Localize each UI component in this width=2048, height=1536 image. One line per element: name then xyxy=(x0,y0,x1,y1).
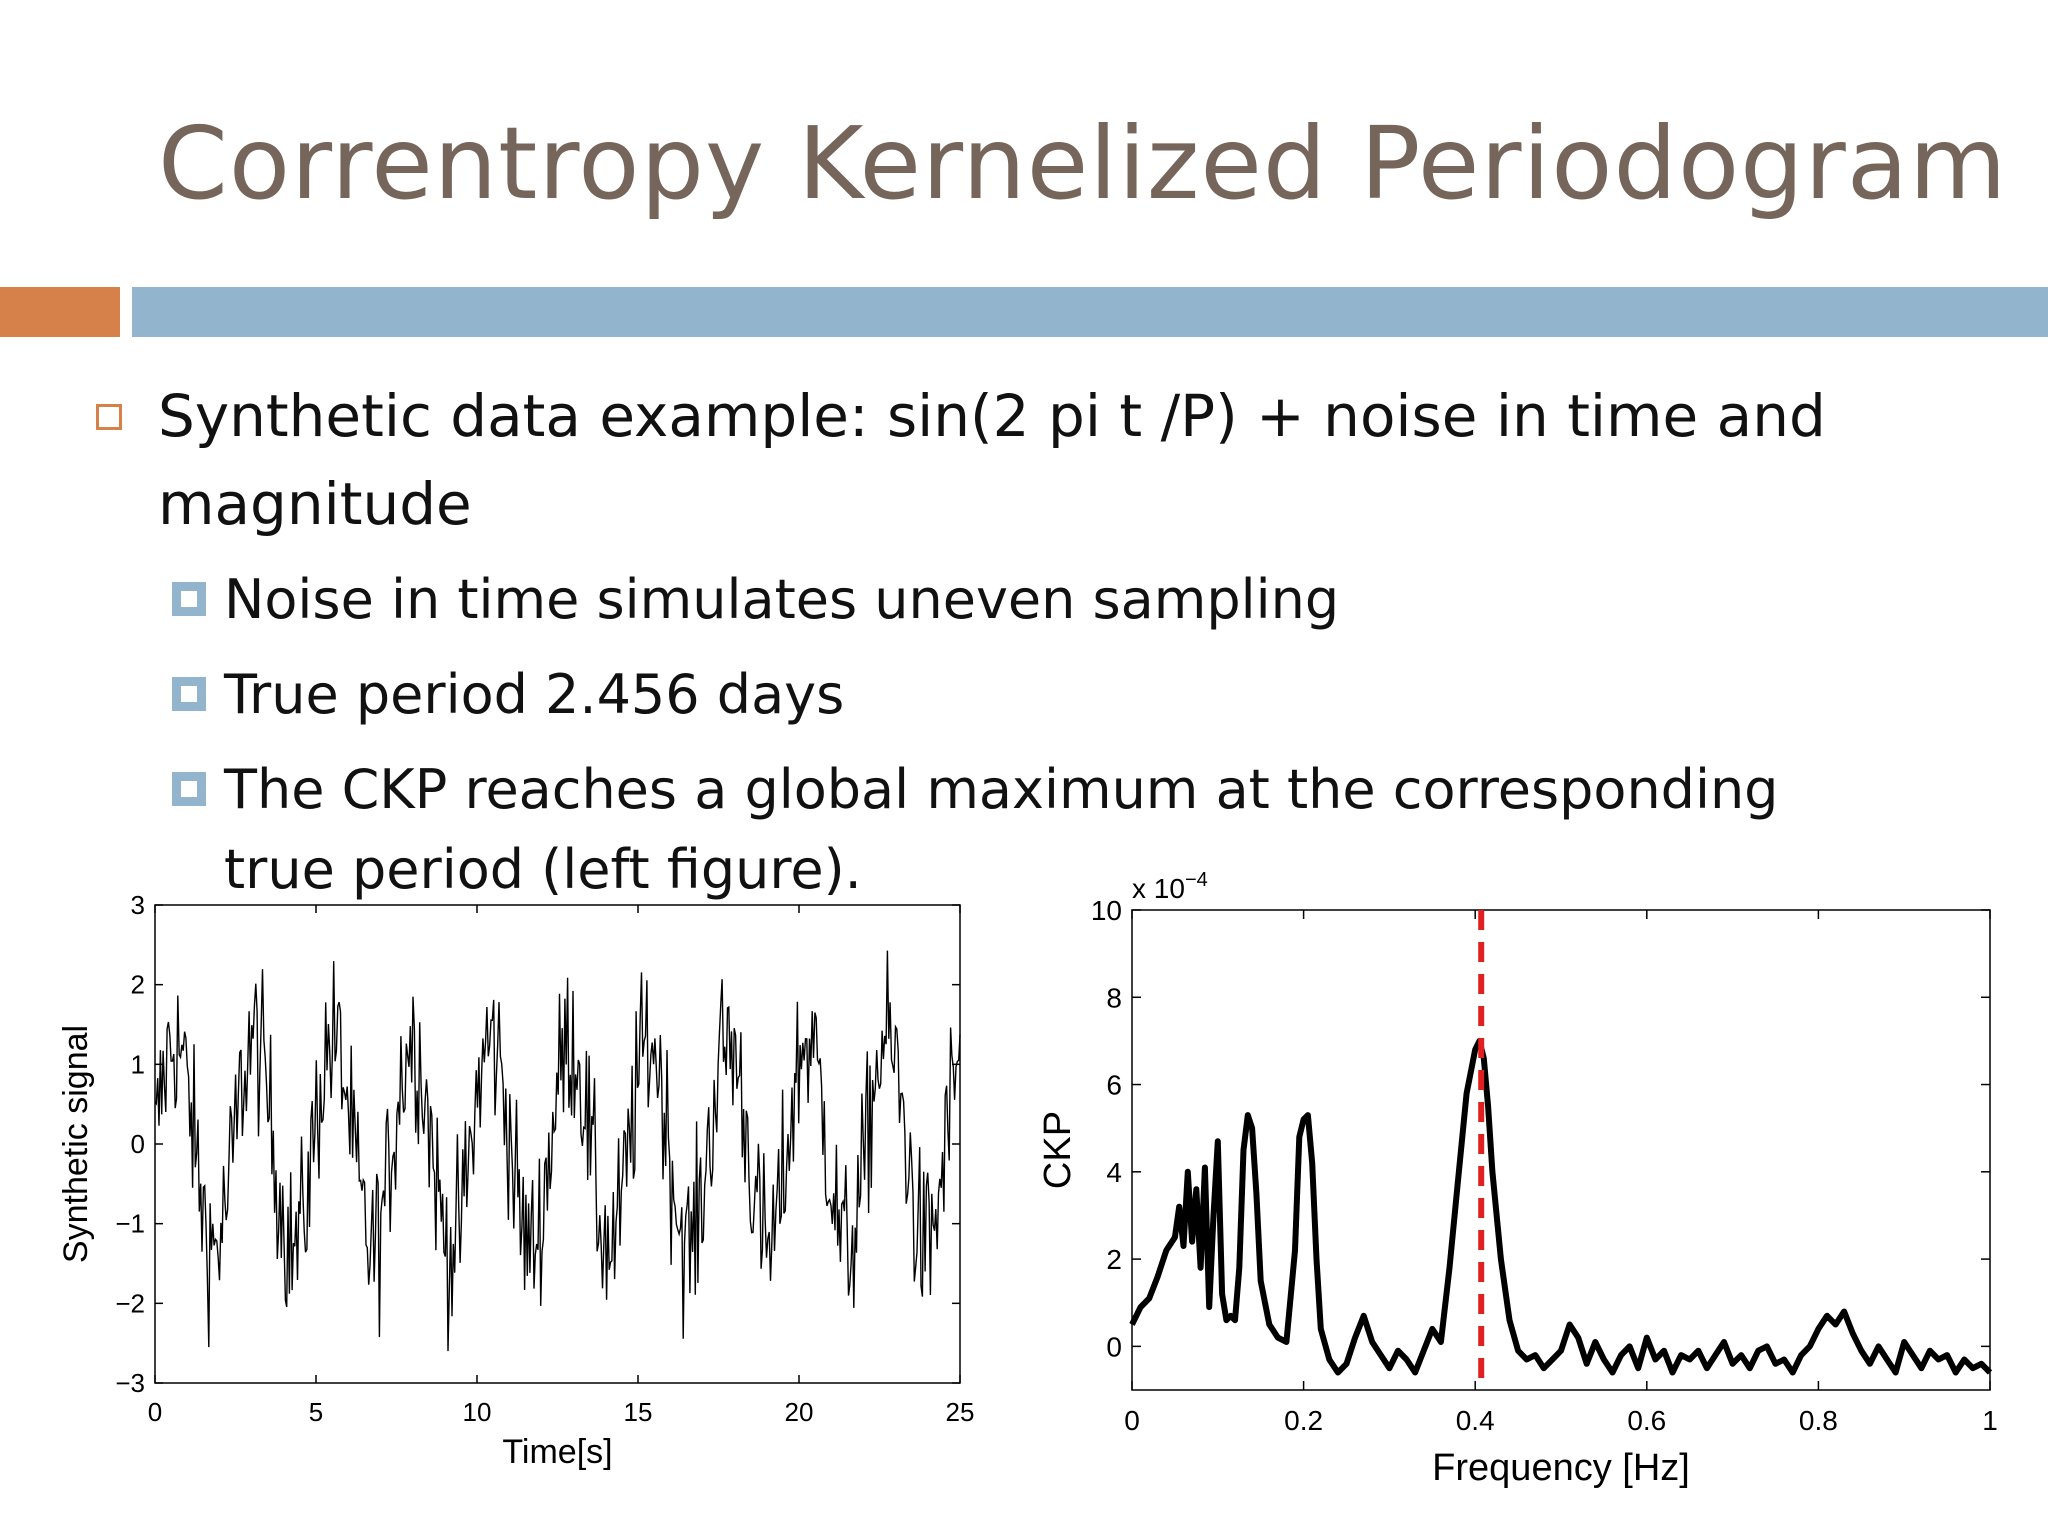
x-tick-label: 15 xyxy=(624,1397,653,1427)
square-bullet-icon xyxy=(172,772,206,806)
x-tick-label: 0 xyxy=(1124,1405,1140,1436)
x-tick-label: 0.6 xyxy=(1627,1405,1666,1436)
x-tick-label: 25 xyxy=(946,1397,975,1427)
y-axis-multiplier-base: x 10 xyxy=(1132,873,1185,904)
x-axis-label: Frequency [Hz] xyxy=(1432,1447,1690,1489)
bullet-level2: Noise in time simulates uneven sampling xyxy=(172,560,1339,640)
hollow-square-bullet-icon xyxy=(96,404,122,430)
y-axis-multiplier-exponent: −4 xyxy=(1185,869,1208,891)
plot-area-left xyxy=(154,904,961,1384)
y-axis-label: Synthetic signal xyxy=(57,1025,95,1263)
title-accent-bar xyxy=(0,287,120,337)
slide-title: Correntropy Kernelized Periodogram xyxy=(158,105,2008,222)
square-bullet-icon xyxy=(172,582,206,616)
x-tick-label: 10 xyxy=(463,1397,492,1427)
y-tick-label: 3 xyxy=(131,890,145,920)
y-axis-multiplier: x 10−4 xyxy=(1132,869,1208,904)
x-tick-label: 0.4 xyxy=(1456,1405,1495,1436)
y-tick-label: 0 xyxy=(131,1129,145,1159)
title-rule xyxy=(132,287,2048,337)
y-tick-label: 8 xyxy=(1106,982,1122,1013)
bullet-level2-text: The CKP reaches a global maximum at the … xyxy=(224,758,1779,901)
bullet-level1-text: Synthetic data example: sin(2 pi t /P) +… xyxy=(158,382,1826,538)
y-tick-label: −2 xyxy=(115,1288,145,1318)
y-tick-label: 2 xyxy=(1106,1244,1122,1275)
x-tick-label: 0.8 xyxy=(1799,1405,1838,1436)
plot-area-right xyxy=(1131,909,1991,1391)
bullet-level2-text: Noise in time simulates uneven sampling xyxy=(224,568,1340,631)
y-tick-label: 2 xyxy=(131,970,145,1000)
x-axis-label: Time[s] xyxy=(502,1433,612,1471)
x-tick-label: 0.2 xyxy=(1284,1405,1323,1436)
ckp-series-line xyxy=(1129,1037,1993,1376)
x-tick-label: 20 xyxy=(785,1397,814,1427)
y-tick-label: 1 xyxy=(131,1049,145,1079)
bullet-level2: True period 2.456 days xyxy=(172,655,844,735)
y-axis-label: CKP xyxy=(1037,1111,1079,1189)
y-tick-label: 0 xyxy=(1106,1331,1122,1362)
square-bullet-icon xyxy=(172,677,206,711)
x-tick-label: 0 xyxy=(148,1397,162,1427)
x-tick-label: 1 xyxy=(1982,1405,1998,1436)
x-tick-label: 5 xyxy=(309,1397,323,1427)
signal-series-line xyxy=(154,950,961,1352)
y-tick-label: −1 xyxy=(115,1209,145,1239)
y-tick-label: 10 xyxy=(1091,895,1122,926)
chart-synthetic-signal: 0 5 10 15 20 25 −3 −2 −1 0 1 2 3 Time[s] Synthetic s… xyxy=(57,890,975,1471)
bullet-level1: Synthetic data example: sin(2 pi t /P) +… xyxy=(96,372,1896,548)
bullet-level2-text: True period 2.456 days xyxy=(224,663,845,726)
y-tick-label: 4 xyxy=(1106,1157,1122,1188)
bullet-level2: The CKP reaches a global maximum at the … xyxy=(172,750,1872,910)
y-tick-label: 6 xyxy=(1106,1070,1122,1101)
y-tick-label: −3 xyxy=(115,1368,145,1398)
